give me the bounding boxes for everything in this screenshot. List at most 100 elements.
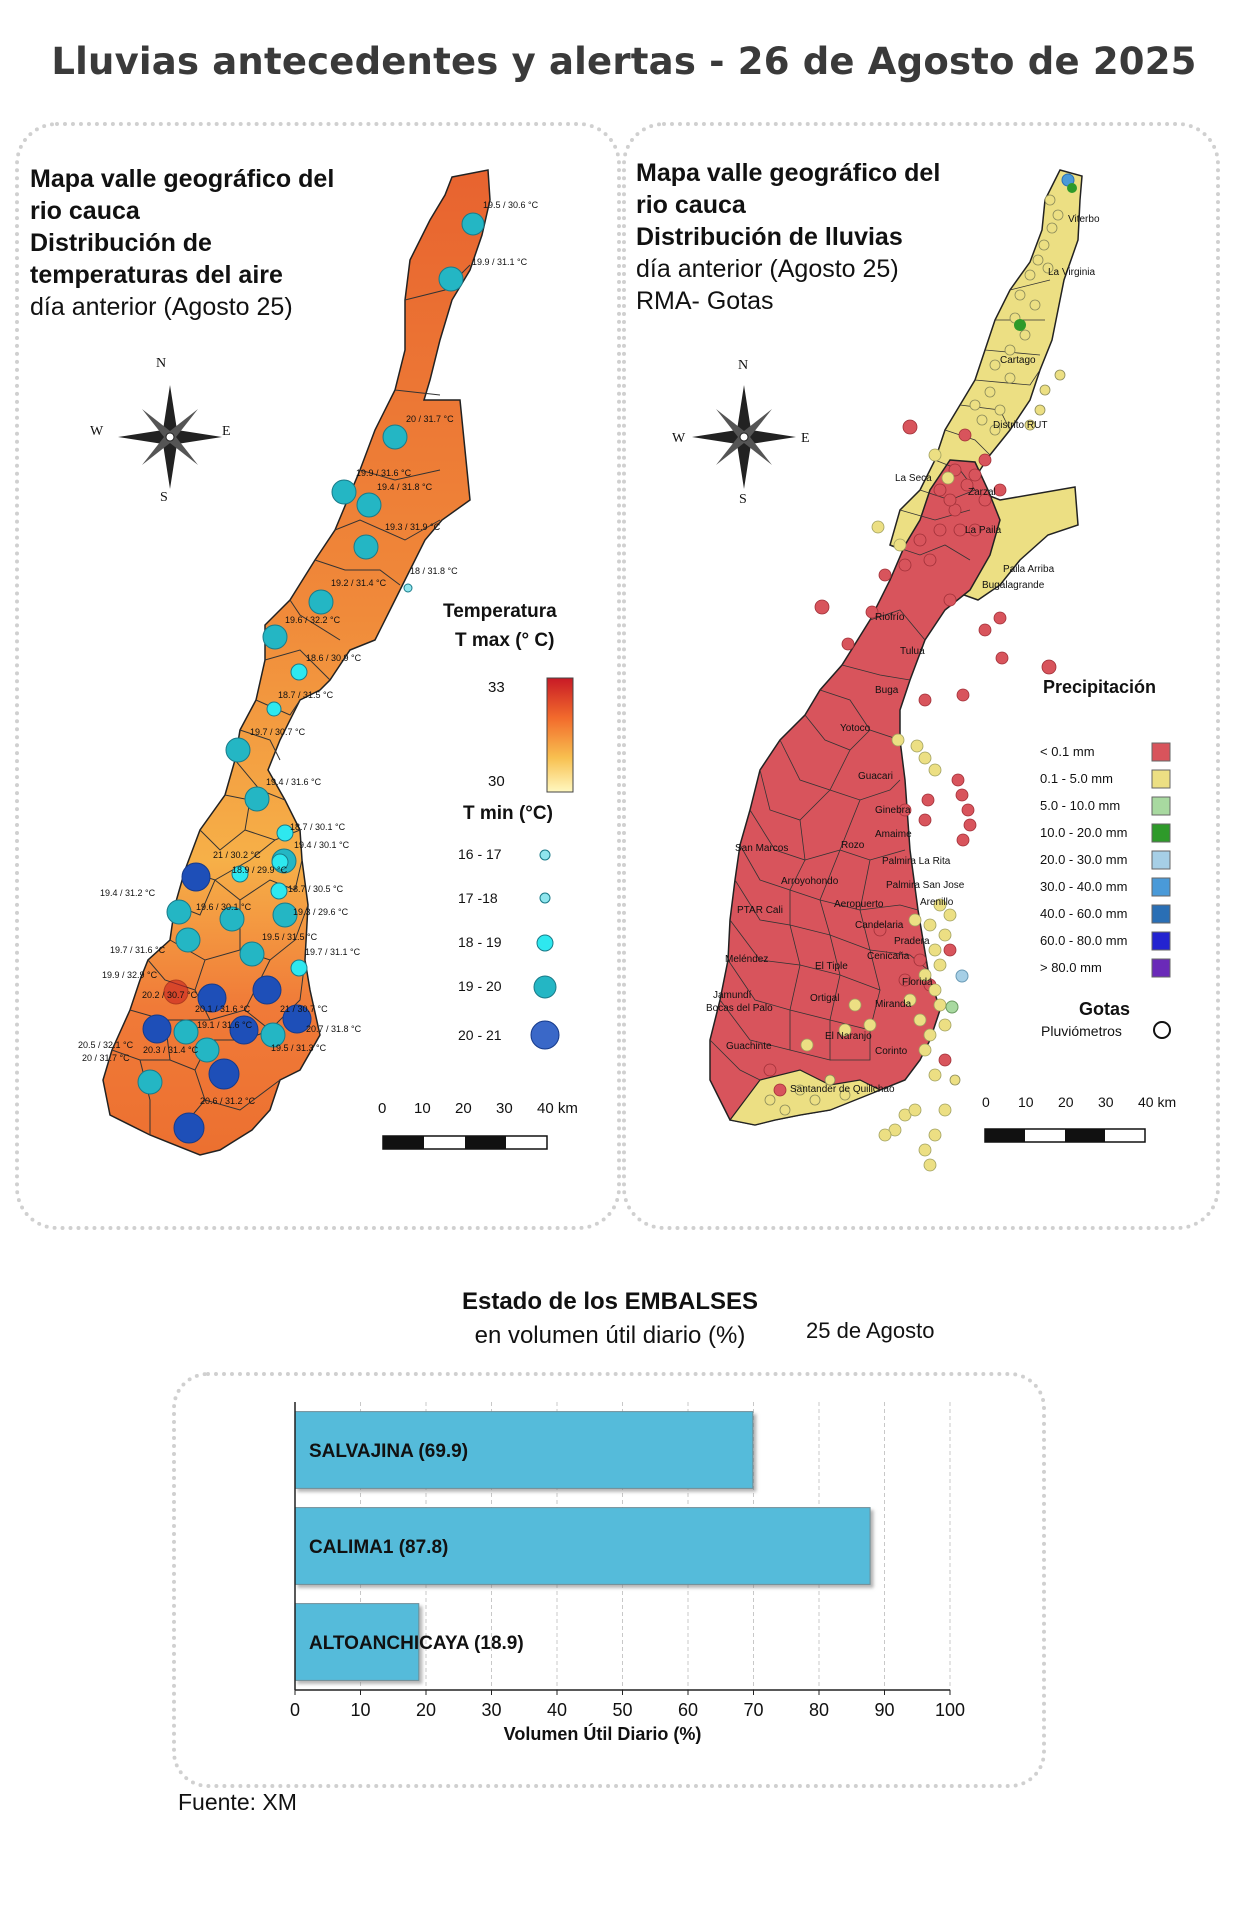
- town-label: Arroyohondo: [781, 876, 839, 887]
- compass-e: E: [222, 424, 231, 439]
- town-label: Viterbo: [1068, 214, 1100, 225]
- town-label: Cenicaña: [867, 951, 910, 962]
- tmin-legend-title: T min (°C): [463, 803, 553, 824]
- precip-legend-label: > 80.0 mm: [1040, 960, 1102, 975]
- town-label: Buga: [875, 685, 899, 696]
- precip-legend-label: 0.1 - 5.0 mm: [1040, 771, 1113, 786]
- station-label: 19.6 / 30.1 °C: [196, 902, 252, 912]
- precip-legend-label: 5.0 - 10.0 mm: [1040, 798, 1121, 813]
- station-label: 21 / 30.2 °C: [213, 850, 261, 860]
- town-label: Meléndez: [725, 954, 769, 965]
- compass-s: S: [160, 490, 168, 505]
- precip-legend-title: Precipitación: [1043, 677, 1157, 697]
- scale-label: 40 km: [1138, 1094, 1177, 1110]
- tmin-legend-label: 19 - 20: [458, 978, 502, 994]
- temp-title-line-4: temperaturas del aire: [30, 261, 283, 289]
- town-label: La Virginia: [1048, 267, 1096, 278]
- scale-label: 20: [455, 1100, 472, 1117]
- tmax-legend-title-1: Temperatura: [443, 601, 557, 622]
- tmin-legend-label: 20 - 21: [458, 1027, 502, 1043]
- station-label: 19.6 / 32.2 °C: [285, 615, 341, 625]
- town-label: Miranda: [875, 999, 912, 1010]
- station-label: 18 / 31.8 °C: [410, 566, 458, 576]
- station-label: 19.3 / 29.6 °C: [293, 907, 349, 917]
- scale-label: 20: [1058, 1094, 1074, 1110]
- scale-label: 30: [496, 1100, 513, 1117]
- station-label: 19.7 / 31.6 °C: [110, 945, 166, 955]
- station-label: 18.6 / 30.9 °C: [306, 653, 362, 663]
- town-label: Bocas del Palo: [706, 1003, 773, 1014]
- station-label: 19.4 / 30.1 °C: [294, 840, 350, 850]
- station-label: 19.9 / 31.6 °C: [356, 468, 412, 478]
- station-label: 19.9 / 31.1 °C: [472, 257, 528, 267]
- temp-subtitle: día anterior (Agosto 25): [30, 293, 293, 321]
- station-label: 19.3 / 31.9 °C: [385, 522, 441, 532]
- temp-map-title: Mapa valle geográfico del rio cauca Dist…: [30, 163, 334, 323]
- tmin-legend-label: 17 -18: [458, 890, 498, 906]
- town-label: Guacari: [858, 771, 894, 782]
- temp-title-line-1: Mapa valle geográfico del: [30, 165, 335, 193]
- town-label: Ginebra: [875, 805, 911, 816]
- rain-map-title: Mapa valle geográfico del rio cauca Dist…: [636, 157, 940, 317]
- town-label: La Seca: [895, 473, 932, 484]
- rain-title-line-1: Mapa valle geográfico del: [636, 159, 941, 187]
- station-label: 20.1 / 31.6 °C: [195, 1004, 251, 1014]
- compass-e: E: [801, 431, 810, 446]
- station-label: 19.2 / 31.4 °C: [331, 578, 387, 588]
- precip-legend-label: 20.0 - 30.0 mm: [1040, 852, 1128, 867]
- precip-legend-label: 30.0 - 40.0 mm: [1040, 879, 1128, 894]
- scale-label: 0: [378, 1100, 387, 1117]
- station-label: 18.7 / 31.5 °C: [278, 690, 334, 700]
- station-label: 20.5 / 32.1 °C: [78, 1040, 134, 1050]
- reservoir-chart-panel: [172, 1372, 1046, 1788]
- scale-label: 30: [1098, 1094, 1114, 1110]
- town-label: Cartago: [1000, 355, 1036, 366]
- station-label: 18.7 / 30.5 °C: [288, 884, 344, 894]
- station-label: 18.9 / 29.9 °C: [232, 865, 288, 875]
- scale-label: 10: [414, 1100, 431, 1117]
- precip-legend-label: < 0.1 mm: [1040, 744, 1095, 759]
- page-title: Lluvias antecedentes y alertas - 26 de A…: [51, 40, 1197, 83]
- precip-legend-label: 10.0 - 20.0 mm: [1040, 825, 1128, 840]
- scale-label: 0: [982, 1094, 990, 1110]
- town-label: Yotoco: [840, 723, 871, 734]
- station-label: 20 / 31.7 °C: [406, 414, 454, 424]
- rain-subtitle-2: RMA- Gotas: [636, 287, 774, 315]
- compass-s: S: [739, 492, 747, 507]
- compass-n: N: [738, 358, 749, 373]
- town-label: La Paila: [965, 525, 1002, 536]
- reservoir-title-bold: Estado de los EMBALSES: [461, 1288, 759, 1315]
- town-label: Palmira San Jose: [886, 880, 965, 891]
- town-label: Rozo: [841, 840, 865, 851]
- station-label: 19.7 / 30.7 °C: [250, 727, 306, 737]
- town-label: Santander de Quilichao: [790, 1084, 895, 1095]
- temp-title-line-2: rio cauca: [30, 197, 140, 225]
- reservoir-date: 25 de Agosto: [806, 1318, 935, 1343]
- scale-label: 40 km: [537, 1100, 578, 1117]
- town-label: Jamundí: [713, 990, 752, 1001]
- gotas-legend-label: Pluviómetros: [1041, 1023, 1122, 1039]
- gotas-legend-title: Gotas: [1079, 999, 1131, 1019]
- town-label: Florida: [902, 977, 933, 988]
- station-label: 20.7 / 31.8 °C: [306, 1024, 362, 1034]
- station-label: 20.6 / 31.2 °C: [200, 1096, 256, 1106]
- station-label: 21 / 30.7 °C: [280, 1004, 328, 1014]
- station-label: 19.1 / 31.6 °C: [197, 1020, 253, 1030]
- tmax-legend-low: 30: [488, 773, 505, 790]
- town-label: Aeropuerto: [834, 899, 884, 910]
- temp-title-line-3: Distribución de: [30, 229, 212, 257]
- station-label: 19.7 / 31.1 °C: [305, 947, 361, 957]
- station-label: 19.5 / 31.5 °C: [262, 932, 318, 942]
- town-label: Candelaria: [855, 920, 904, 931]
- rain-subtitle-1: día anterior (Agosto 25): [636, 255, 899, 283]
- compass-w: W: [90, 424, 104, 439]
- rain-title-line-2: rio cauca: [636, 191, 746, 219]
- precip-legend-label: 60.0 - 80.0 mm: [1040, 933, 1128, 948]
- compass-n: N: [156, 356, 167, 371]
- station-label: 18.7 / 30.1 °C: [290, 822, 346, 832]
- town-label: Arenillo: [920, 897, 954, 908]
- station-label: 20.3 / 31.4 °C: [143, 1045, 199, 1055]
- town-label: Corinto: [875, 1046, 908, 1057]
- town-label: Tuluá: [900, 646, 925, 657]
- compass-w: W: [672, 431, 686, 446]
